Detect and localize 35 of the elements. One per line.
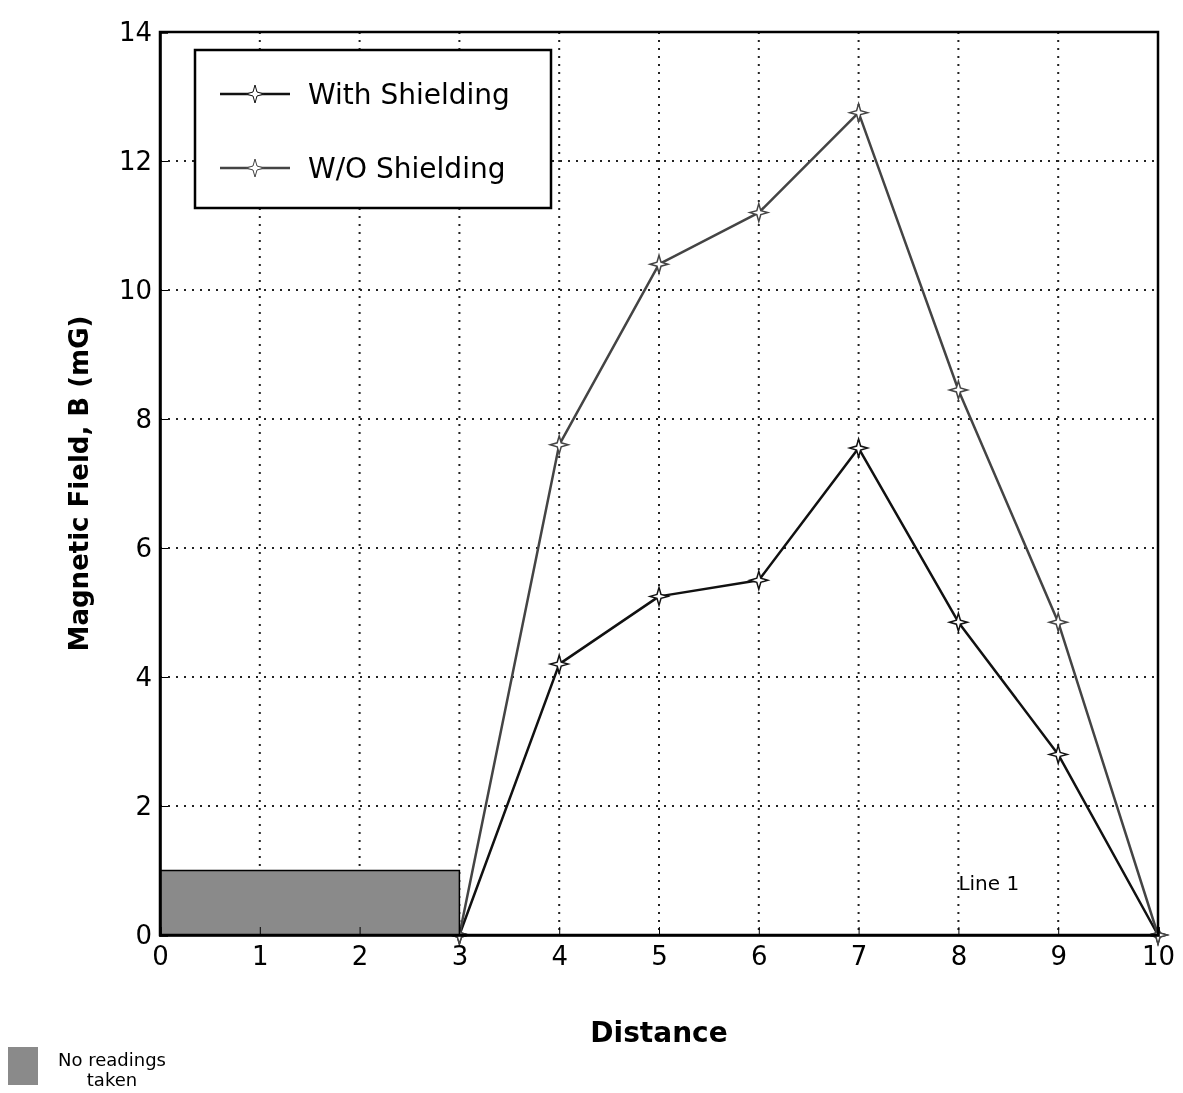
x-tick-label: 10	[1141, 941, 1176, 972]
x-tick-label: 4	[551, 941, 568, 972]
x-tick-label: 5	[651, 941, 668, 972]
y-tick-label: 4	[135, 661, 152, 692]
point	[848, 102, 869, 123]
point	[948, 380, 969, 400]
legend-label: With Shielding	[308, 78, 510, 111]
x-tick-label: 8	[950, 941, 968, 972]
y-tick-label: 2	[135, 790, 152, 821]
x-tick-label: 2	[351, 941, 369, 972]
point	[749, 570, 769, 590]
y-tick-label: 6	[135, 532, 152, 563]
annotation: Line 1	[958, 870, 1020, 895]
point	[549, 654, 569, 674]
y-tick-label: 12	[118, 145, 152, 176]
y-tick-label: 0	[135, 919, 152, 950]
point	[649, 586, 669, 607]
x-axis-title: Distance	[590, 1016, 728, 1049]
x-tick-label: 3	[451, 941, 469, 972]
point	[848, 438, 869, 458]
point	[1048, 612, 1068, 632]
point	[649, 254, 669, 274]
x-tick-label: 9	[1050, 941, 1067, 972]
point	[549, 435, 569, 455]
x-tick-label: 6	[751, 941, 768, 972]
y-axis-title: Magnetic Field, B (mG)	[64, 315, 94, 652]
x-tick-label: 7	[850, 941, 868, 972]
y-tick-label: 8	[135, 403, 152, 434]
text: No readings taken	[58, 1049, 166, 1090]
point	[1048, 744, 1068, 765]
x-tick-label: 1	[252, 941, 269, 972]
y-tick-label: 10	[118, 274, 152, 305]
point	[749, 202, 769, 223]
legend-label: W/O Shielding	[308, 152, 506, 185]
y-tick-label: 14	[118, 16, 152, 47]
